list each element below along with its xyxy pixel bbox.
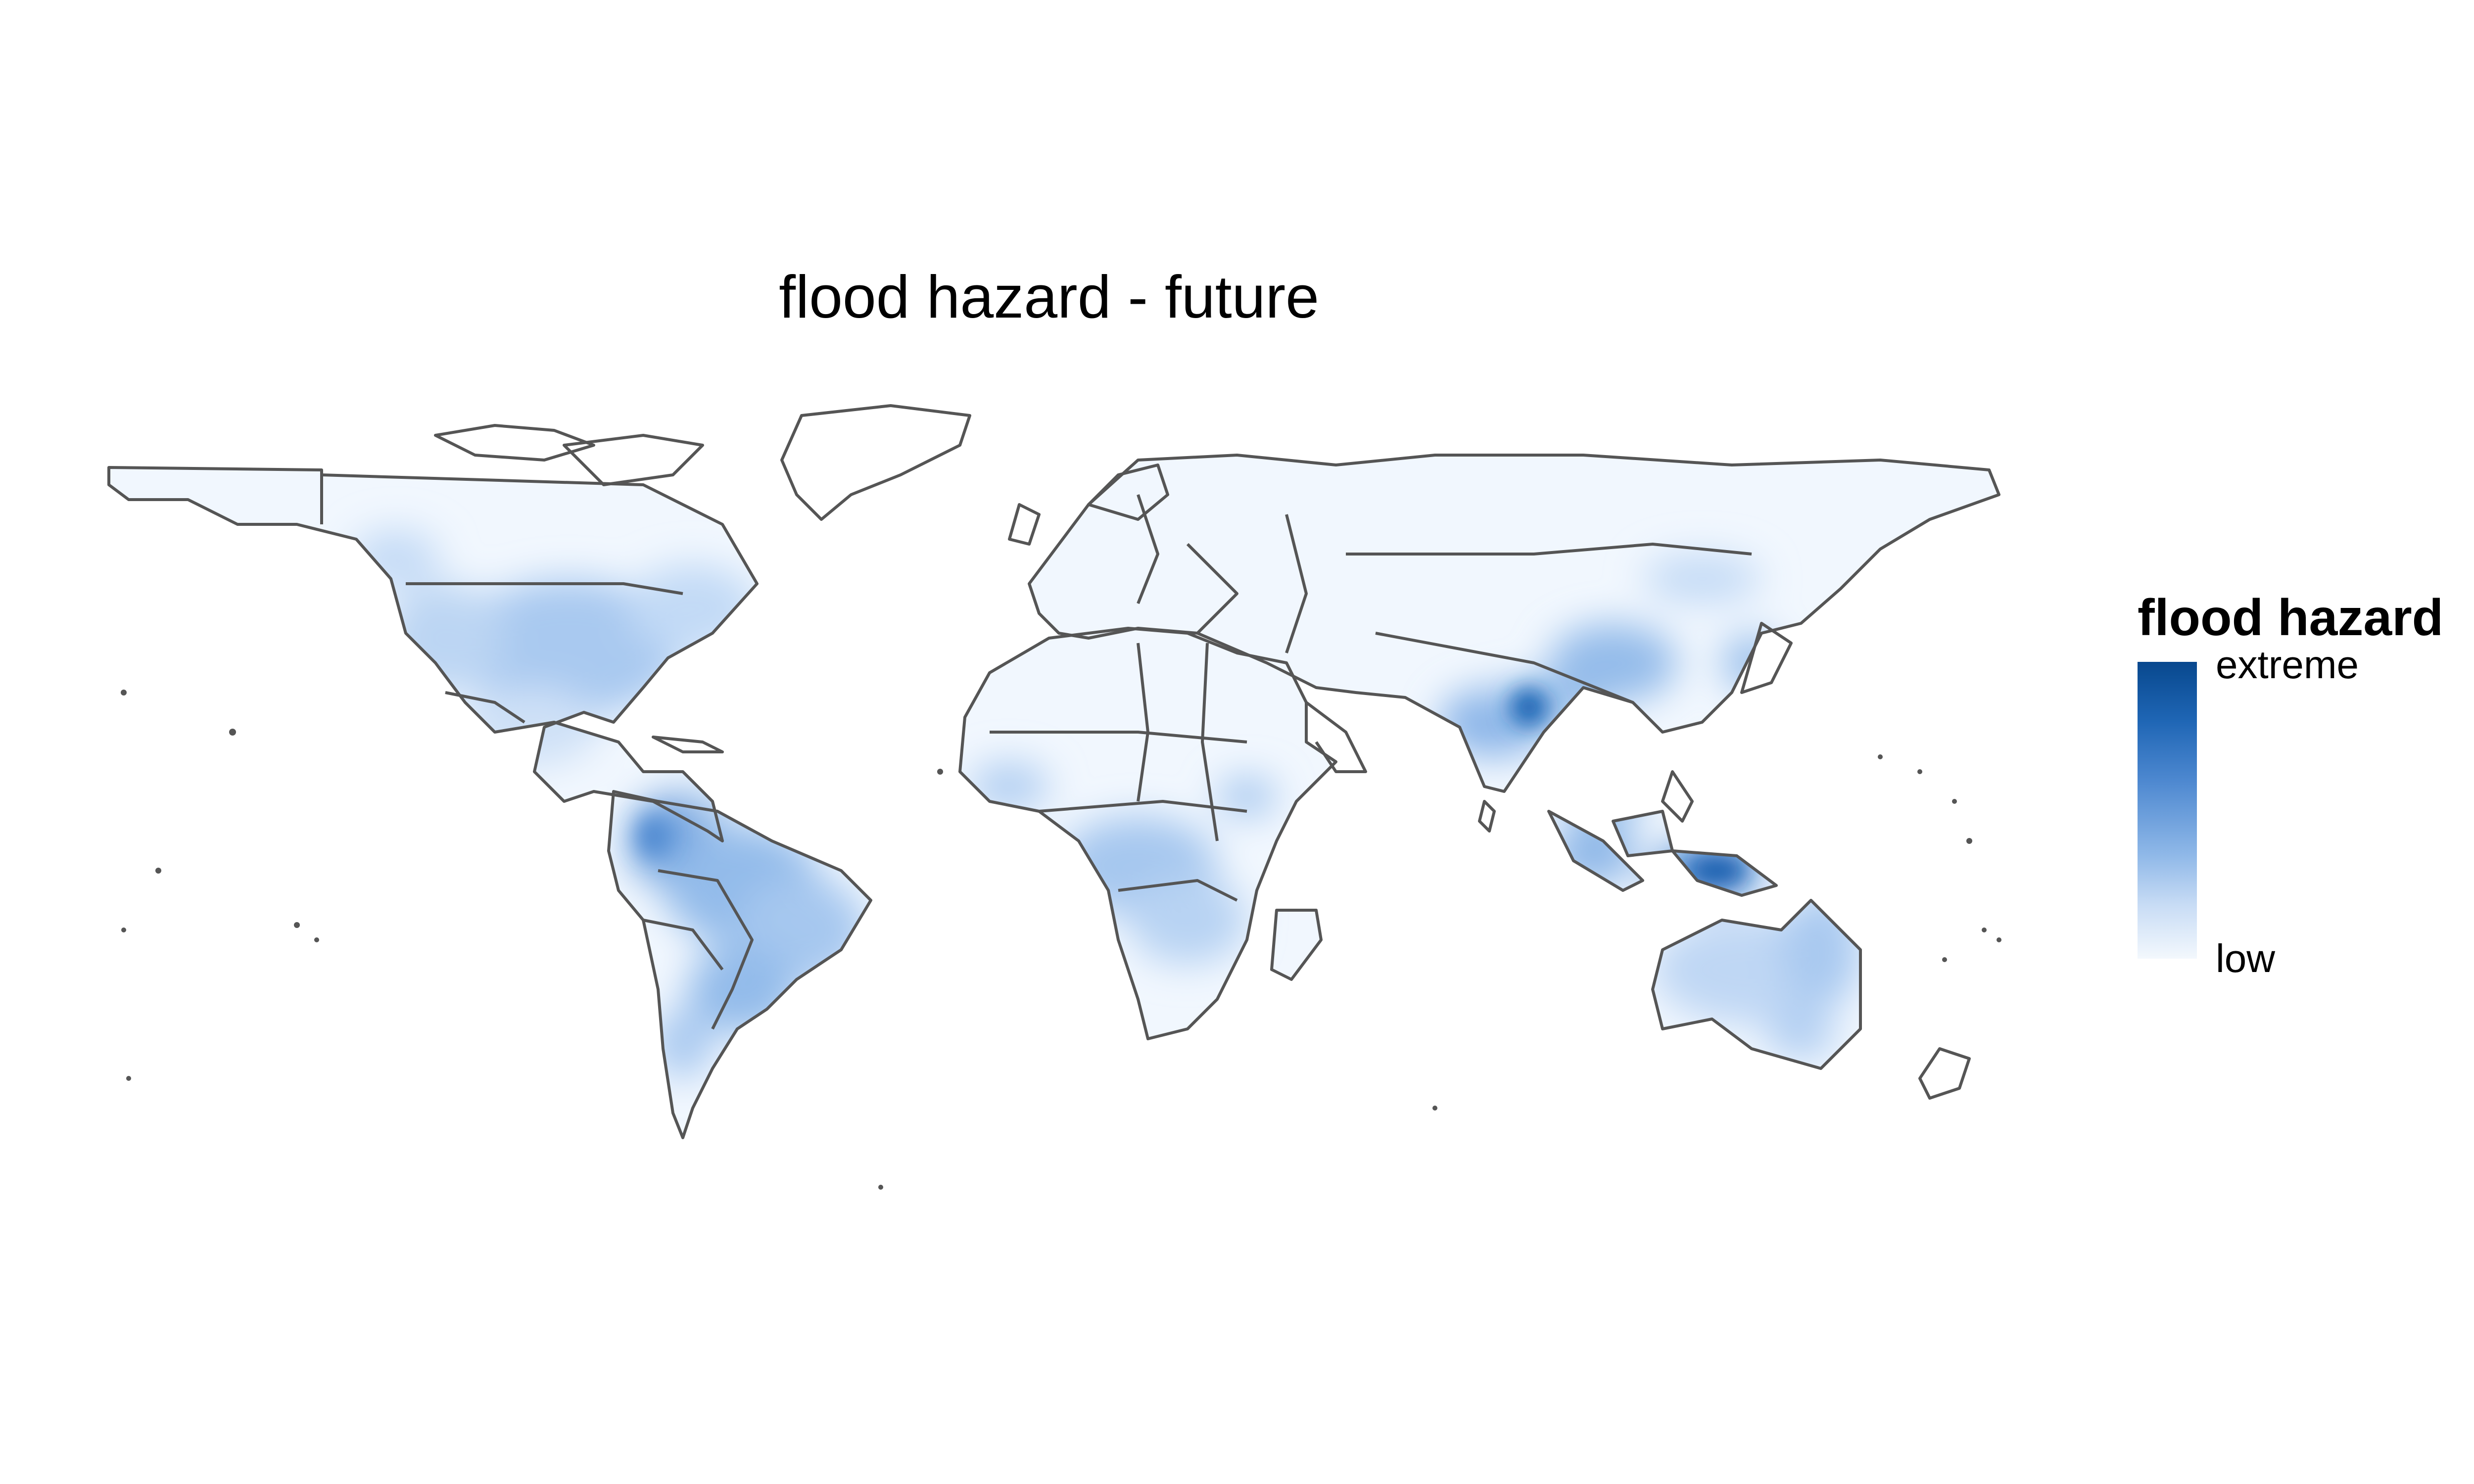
legend-low-label: low [2216,936,2276,980]
pacific-islands [121,690,2001,1190]
legend-high-label: extreme [2216,643,2359,687]
hazard-field [109,455,1999,1138]
map-legend: flood hazard extreme low [2138,589,2464,1014]
map-title: flood hazard - future [779,263,1319,330]
legend-title: flood hazard [2138,589,2444,647]
country-borders [107,404,2000,1139]
legend-color-bar [2138,662,2197,959]
